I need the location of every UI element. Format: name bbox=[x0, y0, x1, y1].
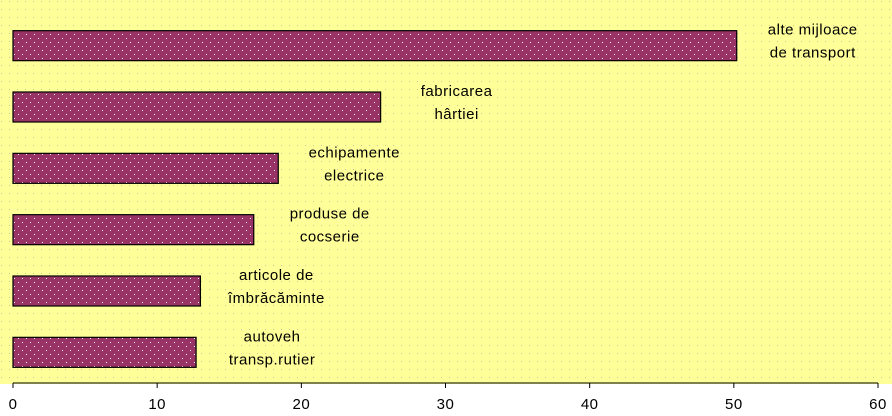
plot-background bbox=[0, 0, 892, 384]
category-label: îmbrăcăminte bbox=[227, 290, 325, 307]
x-tick-label: 10 bbox=[148, 396, 166, 413]
category-label: produse de bbox=[290, 206, 370, 223]
category-label: de transport bbox=[770, 45, 856, 62]
category-label: echipamente bbox=[309, 144, 400, 161]
category-label: transp.rutier bbox=[229, 351, 316, 368]
x-tick-label: 60 bbox=[869, 396, 887, 413]
x-tick-label: 20 bbox=[292, 396, 310, 413]
bar bbox=[12, 91, 382, 123]
category-label: cocserie bbox=[300, 229, 360, 246]
x-tick-label: 0 bbox=[9, 396, 18, 413]
x-tick-label: 30 bbox=[437, 396, 455, 413]
category-label: alte mijloace bbox=[768, 22, 858, 39]
x-tick-label: 40 bbox=[581, 396, 599, 413]
category-label: hârtiei bbox=[434, 106, 478, 123]
x-tick-label: 50 bbox=[725, 396, 743, 413]
bar bbox=[12, 336, 197, 368]
bar bbox=[12, 214, 255, 246]
category-label: fabricarea bbox=[421, 83, 493, 100]
category-label: electrice bbox=[324, 167, 384, 184]
bar bbox=[12, 275, 202, 307]
bar bbox=[12, 30, 738, 62]
bar bbox=[12, 152, 279, 184]
category-label: articole de bbox=[239, 267, 314, 284]
category-label: autoveh bbox=[244, 328, 301, 345]
